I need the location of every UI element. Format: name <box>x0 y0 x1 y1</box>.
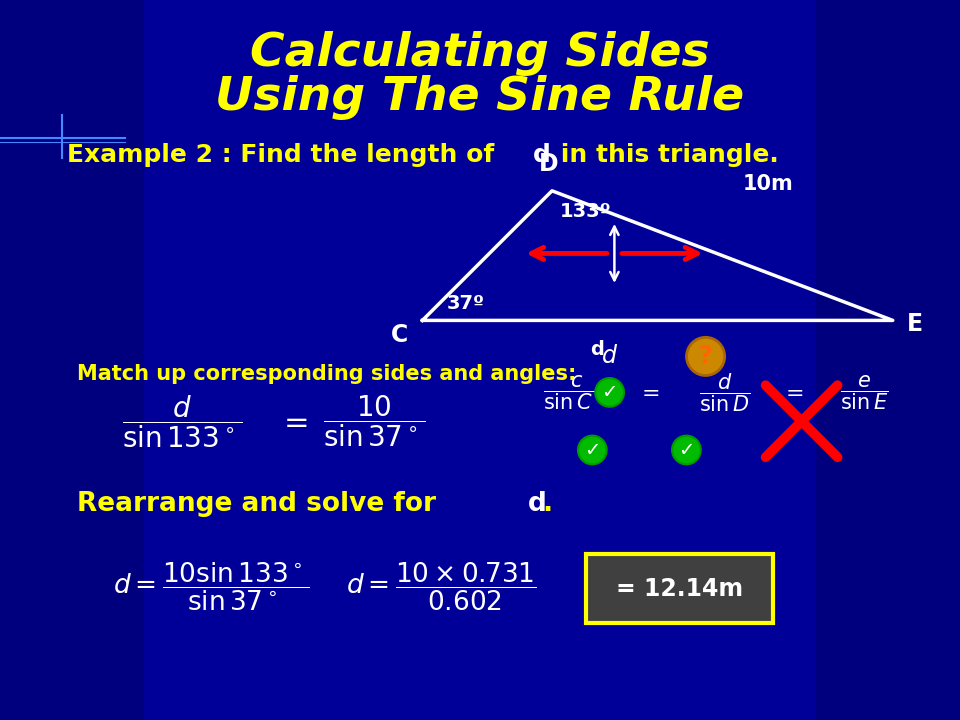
Text: $\dfrac{d}{\sin D}$: $\dfrac{d}{\sin D}$ <box>699 371 751 414</box>
Text: Calculating Sides: Calculating Sides <box>251 32 709 76</box>
Text: d: d <box>590 340 604 359</box>
Text: $=$: $=$ <box>636 382 660 402</box>
FancyBboxPatch shape <box>586 554 773 623</box>
Text: Using The Sine Rule: Using The Sine Rule <box>215 75 745 120</box>
Text: Rearrange and solve for: Rearrange and solve for <box>77 491 444 517</box>
Text: ✓: ✓ <box>584 441 601 459</box>
Text: $\dfrac{e}{\sin E}$: $\dfrac{e}{\sin E}$ <box>840 373 888 412</box>
Text: ✓: ✓ <box>678 441 695 459</box>
Text: $=$: $=$ <box>780 382 804 402</box>
Text: D: D <box>540 153 559 176</box>
Text: 37º: 37º <box>446 294 485 313</box>
Text: $=$: $=$ <box>277 407 308 436</box>
Text: $\dfrac{c}{\sin C^\circ}$: $\dfrac{c}{\sin C^\circ}$ <box>542 373 610 412</box>
Text: C: C <box>391 323 408 347</box>
Text: $d = \dfrac{10 \times 0.731}{0.602}$: $d = \dfrac{10 \times 0.731}{0.602}$ <box>347 561 537 613</box>
Text: 133º: 133º <box>560 202 612 220</box>
Text: d: d <box>533 143 551 167</box>
Text: in this triangle.: in this triangle. <box>552 143 779 167</box>
Text: ✓: ✓ <box>601 383 618 402</box>
Bar <box>0 0 144 720</box>
Text: $d = \dfrac{10\sin 133^\circ}{\sin 37^\circ}$: $d = \dfrac{10\sin 133^\circ}{\sin 37^\c… <box>112 561 310 613</box>
Text: Match up corresponding sides and angles:: Match up corresponding sides and angles: <box>77 364 576 384</box>
Text: E: E <box>907 312 924 336</box>
Text: d: d <box>528 491 547 517</box>
Text: $d$: $d$ <box>601 344 618 369</box>
Text: Example 2 : Find the length of: Example 2 : Find the length of <box>67 143 503 167</box>
Text: $\dfrac{d}{\sin 133^\circ}$: $\dfrac{d}{\sin 133^\circ}$ <box>122 393 243 449</box>
Text: = 12.14m: = 12.14m <box>615 577 743 600</box>
Text: ?: ? <box>699 344 712 369</box>
Bar <box>816 0 960 720</box>
Text: 10m: 10m <box>743 174 793 194</box>
Text: .: . <box>542 491 553 517</box>
Text: $\dfrac{10}{\sin 37^\circ}$: $\dfrac{10}{\sin 37^\circ}$ <box>324 393 425 449</box>
